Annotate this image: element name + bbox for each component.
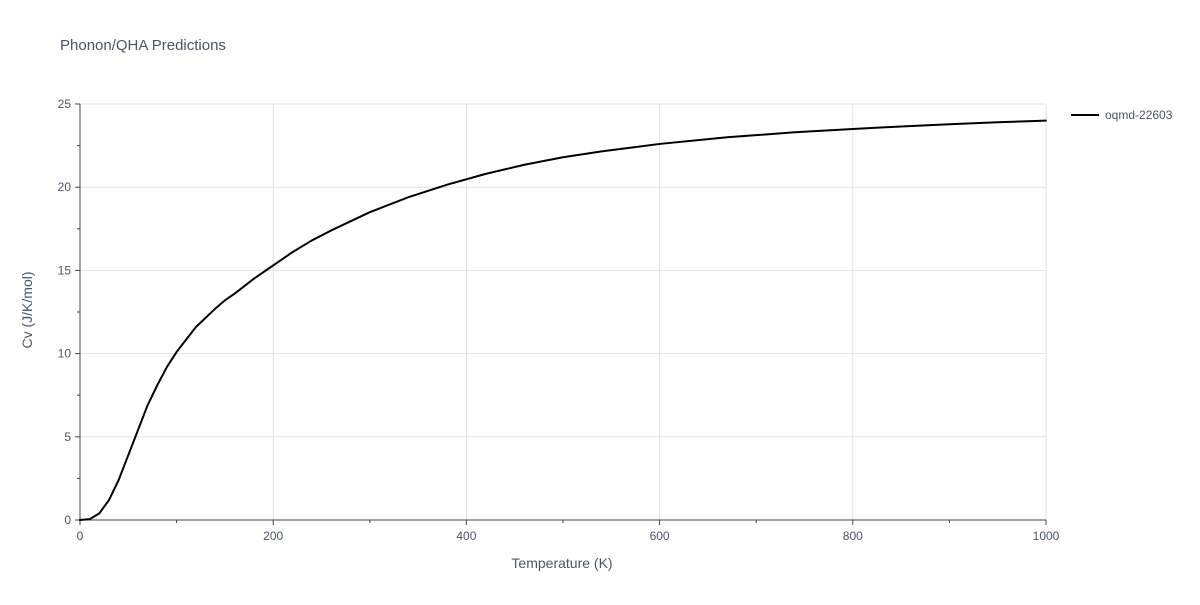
series-lines — [79, 119, 1047, 521]
y-tick-label: 15 — [58, 263, 72, 277]
x-tick-label: 800 — [843, 529, 863, 543]
x-tick-label: 400 — [456, 529, 476, 543]
y-axis-label: Cv (J/K/mol) — [19, 272, 35, 349]
x-tick-label: 200 — [263, 529, 283, 543]
x-tick-label: 0 — [77, 529, 84, 543]
y-tick-label: 25 — [58, 97, 72, 111]
series-line-0[interactable] — [79, 119, 1047, 521]
x-tick-label: 1000 — [1033, 529, 1060, 543]
x-axis-label: Temperature (K) — [511, 555, 612, 571]
y-tick-label: 10 — [58, 347, 72, 361]
grid-lines — [80, 103, 1047, 520]
axes: 0 5 10 15 20 25 0 200 400 600 800 1000 — [58, 97, 1060, 543]
y-tick-label: 0 — [64, 513, 71, 527]
legend[interactable]: oqmd-22603 — [1071, 108, 1173, 122]
y-tick-label: 5 — [64, 430, 71, 444]
y-tick-label: 20 — [58, 180, 72, 194]
legend-label[interactable]: oqmd-22603 — [1105, 108, 1173, 122]
chart-title: Phonon/QHA Predictions — [60, 37, 226, 54]
x-tick-label: 600 — [650, 529, 670, 543]
